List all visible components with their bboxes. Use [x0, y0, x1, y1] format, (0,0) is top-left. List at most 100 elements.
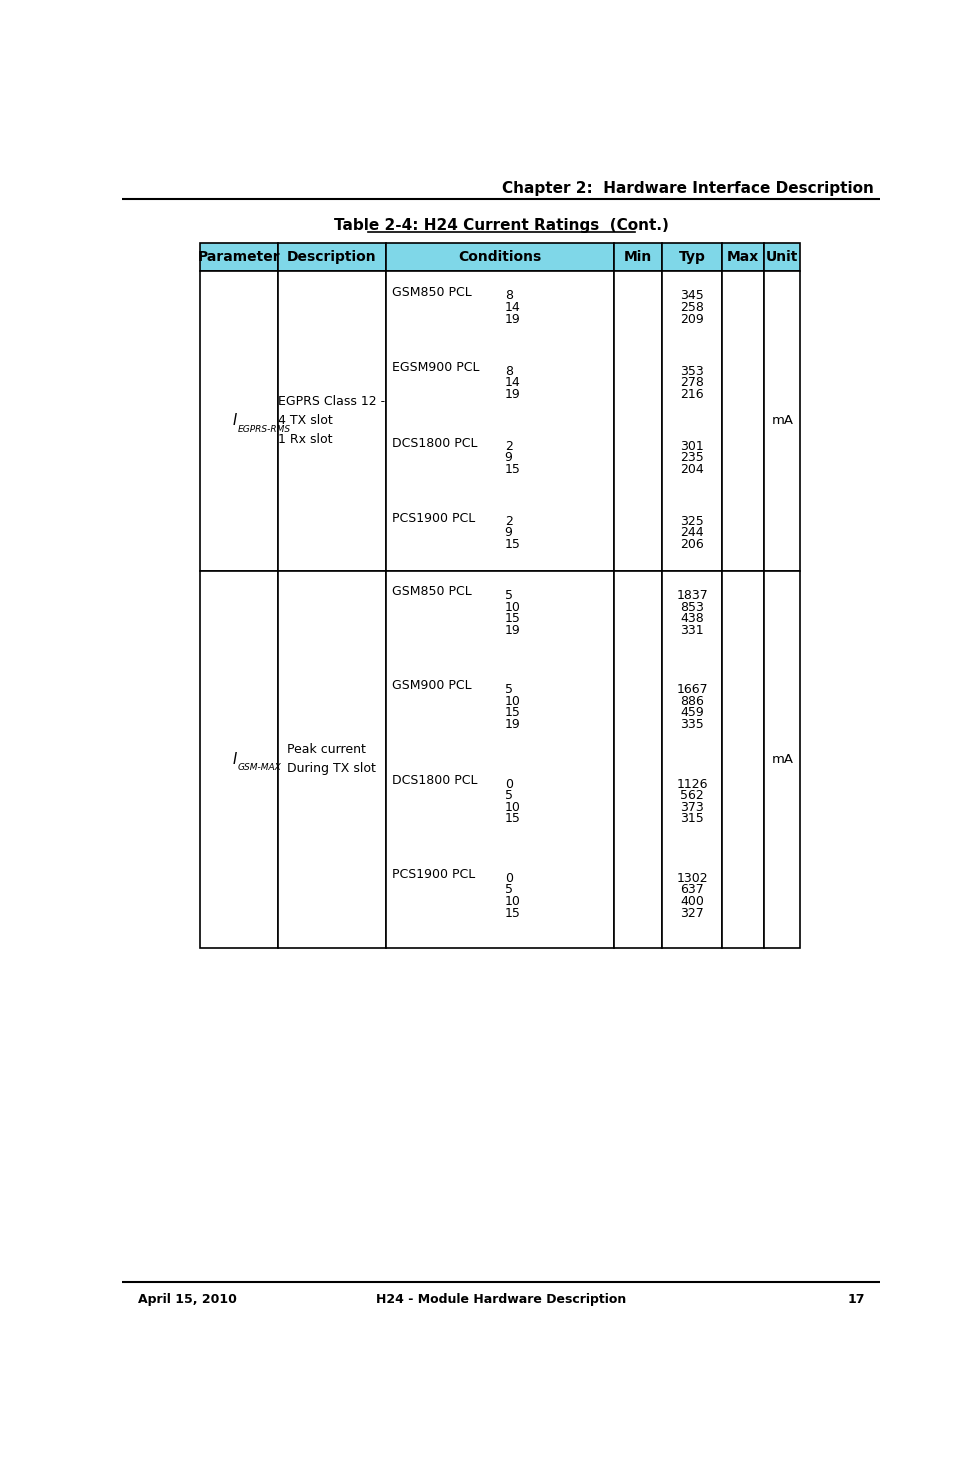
Text: 1302: 1302 [676, 872, 707, 885]
Polygon shape [207, 402, 254, 448]
Bar [722, 270, 764, 571]
Text: Parameter: Parameter [197, 250, 279, 263]
Text: 331: 331 [680, 624, 703, 637]
Polygon shape [199, 848, 246, 894]
Text: Min: Min [623, 250, 652, 263]
Text: Unit: Unit [765, 250, 798, 263]
Text: 562: 562 [680, 789, 703, 803]
Text: 19: 19 [504, 624, 520, 637]
Text: 438: 438 [680, 612, 703, 625]
Text: 886: 886 [680, 695, 703, 708]
Text: GSM850 PCL: GSM850 PCL [392, 585, 472, 599]
Bar [722, 242, 764, 270]
Polygon shape [207, 848, 254, 894]
Text: 8: 8 [504, 290, 512, 303]
Text: DCS1800 PCL: DCS1800 PCL [392, 436, 477, 449]
Bar [614, 270, 661, 571]
Text: I: I [233, 752, 237, 767]
Text: Typ: Typ [678, 250, 705, 263]
Text: 278: 278 [680, 375, 703, 389]
Text: 2: 2 [504, 439, 512, 452]
Text: EGSM900 PCL: EGSM900 PCL [392, 362, 479, 374]
Bar [199, 571, 277, 947]
Text: Table 2-4: H24 Current Ratings  (Cont.): Table 2-4: H24 Current Ratings (Cont.) [333, 217, 668, 232]
Text: 15: 15 [504, 906, 520, 919]
Text: 5: 5 [504, 789, 512, 803]
Bar [386, 270, 614, 571]
Bar [199, 270, 277, 571]
Text: 353: 353 [680, 365, 703, 377]
Text: Description: Description [287, 250, 376, 263]
Text: 1667: 1667 [676, 683, 707, 696]
Text: 2: 2 [504, 514, 512, 528]
Text: 19: 19 [504, 718, 520, 732]
Text: 209: 209 [680, 312, 703, 325]
Bar [277, 242, 386, 270]
Text: 19: 19 [504, 312, 520, 325]
Polygon shape [215, 848, 262, 894]
Text: 373: 373 [680, 801, 703, 814]
Text: 15: 15 [504, 463, 520, 476]
Text: 206: 206 [680, 538, 703, 551]
Polygon shape [199, 740, 246, 786]
Text: mA: mA [771, 752, 792, 766]
Text: H24 - Module Hardware Description: H24 - Module Hardware Description [376, 1293, 625, 1305]
Polygon shape [637, 848, 684, 894]
Bar [764, 270, 799, 571]
Bar [661, 270, 722, 571]
Text: 335: 335 [680, 718, 703, 732]
Text: 1126: 1126 [676, 777, 707, 791]
Text: 10: 10 [504, 600, 520, 613]
Text: PCS1900 PCL: PCS1900 PCL [392, 511, 475, 525]
Text: DCS1800 PCL: DCS1800 PCL [392, 774, 477, 786]
Text: 17: 17 [846, 1293, 864, 1305]
Text: EGPRS Class 12 -
4 TX slot
1 Rx slot: EGPRS Class 12 - 4 TX slot 1 Rx slot [278, 395, 385, 446]
Text: 244: 244 [680, 526, 703, 539]
Polygon shape [199, 402, 246, 448]
Bar [722, 571, 764, 947]
Bar [199, 242, 277, 270]
Text: April 15, 2010: April 15, 2010 [138, 1293, 236, 1305]
Text: 853: 853 [680, 600, 703, 613]
Text: 204: 204 [680, 463, 703, 476]
Text: 8: 8 [504, 365, 512, 377]
Polygon shape [645, 848, 691, 894]
Text: 9: 9 [504, 526, 512, 539]
Text: 5: 5 [504, 588, 512, 602]
Text: 315: 315 [680, 813, 703, 825]
Bar [764, 242, 799, 270]
Text: 0: 0 [504, 872, 512, 885]
Text: 301: 301 [680, 439, 703, 452]
Text: 258: 258 [680, 302, 703, 313]
Text: Peak current
During TX slot: Peak current During TX slot [287, 743, 376, 776]
Bar [764, 571, 799, 947]
Polygon shape [215, 616, 262, 664]
Text: 400: 400 [680, 896, 703, 907]
Text: 19: 19 [504, 387, 520, 401]
Text: 15: 15 [504, 813, 520, 825]
Text: 637: 637 [680, 884, 703, 897]
Polygon shape [215, 740, 262, 786]
Text: Max: Max [727, 250, 759, 263]
Polygon shape [215, 402, 262, 448]
Text: 459: 459 [680, 706, 703, 720]
Polygon shape [629, 848, 676, 894]
Bar [277, 270, 386, 571]
Text: 5: 5 [504, 884, 512, 897]
Bar [386, 242, 614, 270]
Text: 235: 235 [680, 451, 703, 464]
Bar [661, 242, 722, 270]
Text: GSM-MAX: GSM-MAX [237, 763, 281, 773]
Text: 14: 14 [504, 375, 520, 389]
Text: I: I [233, 414, 237, 429]
Text: 10: 10 [504, 801, 520, 814]
Text: 325: 325 [680, 514, 703, 528]
Bar [614, 571, 661, 947]
Text: 14: 14 [504, 302, 520, 313]
Text: PCS1900 PCL: PCS1900 PCL [392, 868, 475, 881]
Text: mA: mA [771, 414, 792, 427]
Text: EGPRS-RMS: EGPRS-RMS [237, 424, 291, 433]
Polygon shape [199, 616, 246, 664]
Text: 9: 9 [504, 451, 512, 464]
Text: Chapter 2:  Hardware Interface Description: Chapter 2: Hardware Interface Descriptio… [501, 180, 873, 195]
